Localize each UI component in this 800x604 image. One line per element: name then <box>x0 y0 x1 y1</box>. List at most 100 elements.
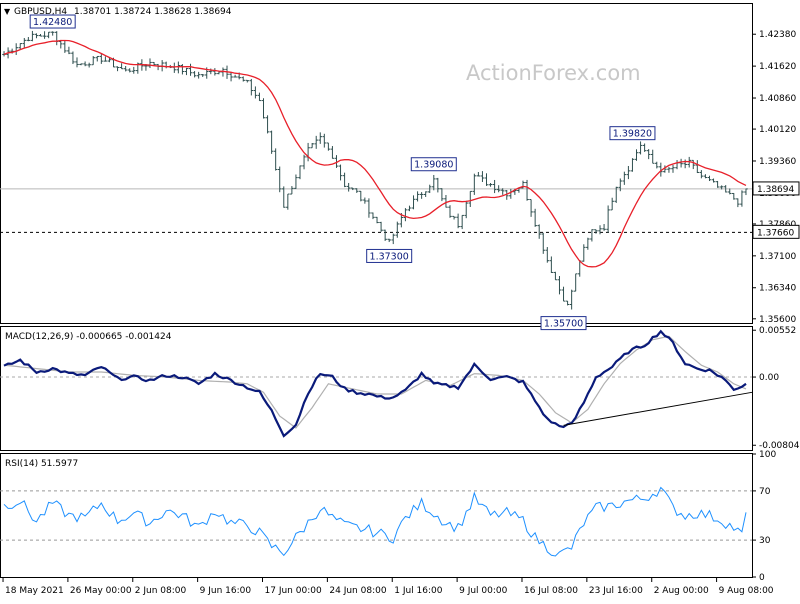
price-bar <box>298 165 302 180</box>
price-bar <box>671 164 675 173</box>
price-bar <box>196 71 201 79</box>
price-axis-tick-label: 1.42380 <box>759 30 796 40</box>
price-bar <box>67 46 71 55</box>
price-bar <box>411 195 416 210</box>
price-bar <box>127 68 132 73</box>
price-bar <box>626 165 631 180</box>
price-bar <box>537 224 542 239</box>
price-bar <box>123 66 128 72</box>
price-bar <box>367 198 371 218</box>
price-bar <box>38 33 43 37</box>
price-bar <box>699 170 704 179</box>
price-axis-tick-label: 1.41620 <box>759 62 796 72</box>
annotation-text: 1.42480 <box>33 17 72 28</box>
price-bar <box>594 229 598 234</box>
price-bar <box>131 66 136 74</box>
price-bar <box>241 76 246 82</box>
price-axis-tick-label: 1.40120 <box>759 125 796 135</box>
price-bar <box>663 165 667 173</box>
price-bar <box>34 33 39 39</box>
rsi-pane-frame <box>0 453 753 578</box>
price-bar <box>525 179 529 201</box>
price-bar <box>375 216 379 224</box>
price-bar <box>188 63 193 76</box>
annotation-box <box>410 157 457 172</box>
price-bar <box>744 188 748 196</box>
price-bar <box>606 205 610 233</box>
price-bar <box>83 61 87 67</box>
price-bar <box>436 177 440 193</box>
price-bar <box>480 171 485 183</box>
price-bar <box>115 66 120 72</box>
price-bar <box>387 238 391 243</box>
price-bar <box>654 161 659 169</box>
main-pane-frame <box>0 3 753 324</box>
price-bar <box>492 179 497 194</box>
watermark: ActionForex.com <box>466 61 641 85</box>
price-bar <box>265 115 270 134</box>
macd-axis-tick-label: 0.00552 <box>759 326 796 336</box>
price-bar <box>176 61 181 74</box>
price-bar <box>75 57 79 68</box>
price-bar <box>464 200 469 219</box>
price-bar <box>456 213 460 229</box>
price-bar <box>229 71 233 82</box>
price-bar <box>659 162 663 177</box>
price-bar <box>286 193 290 210</box>
time-axis-label: 16 Jul 08:00 <box>524 586 578 596</box>
price-annotation: 1.39080 <box>410 157 457 172</box>
price-bar <box>500 188 505 195</box>
price-bar <box>460 214 464 230</box>
price-bar <box>87 62 91 68</box>
price-bar <box>727 188 732 195</box>
price-bar <box>602 224 606 231</box>
price-bar <box>634 149 639 161</box>
price-bar <box>610 197 614 211</box>
macd-pane-frame <box>0 326 753 451</box>
macd-main-line <box>3 329 747 438</box>
annotation-text: 1.37300 <box>370 251 409 262</box>
price-bar <box>245 79 250 83</box>
price-axis-tick-label: 1.35600 <box>759 315 796 325</box>
price-bar <box>569 289 574 310</box>
time-axis-label: 2 Aug 00:00 <box>654 586 709 596</box>
price-bar <box>573 273 578 292</box>
price-bar <box>30 30 35 42</box>
price-bar <box>586 237 590 250</box>
price-bar <box>622 171 627 185</box>
macd-trendline <box>563 391 753 426</box>
rsi-axis-tick-label: 70 <box>759 487 771 497</box>
price-bar <box>103 56 108 62</box>
time-axis-label: 9 Jun 16:00 <box>200 586 252 596</box>
price-bar <box>221 67 225 77</box>
price-bar <box>545 247 550 263</box>
price-bar <box>277 166 282 193</box>
price-bar <box>650 149 655 164</box>
price-bar <box>646 149 651 160</box>
collapse-triangle-icon[interactable]: ▼ <box>4 7 11 16</box>
moving-average-line <box>3 39 747 268</box>
price-bar <box>732 192 736 200</box>
price-bar <box>326 142 331 151</box>
price-bar <box>695 160 700 174</box>
price-bar <box>711 178 716 183</box>
price-bar <box>318 132 323 144</box>
price-annotation: 1.39820 <box>609 126 656 141</box>
price-bar <box>249 78 254 96</box>
price-bar <box>565 300 570 306</box>
price-bar <box>703 174 708 179</box>
price-bar <box>427 184 432 194</box>
price-bar <box>273 148 278 171</box>
main-pane: 1.42480 1.37300 1.39080 1.35700 1.39820 <box>0 14 752 331</box>
price-bar <box>452 215 456 220</box>
price-bar <box>581 244 586 262</box>
price-bar <box>330 146 335 159</box>
price-bar <box>314 135 319 149</box>
price-bar <box>354 188 359 193</box>
annotation-text: 1.35700 <box>544 319 583 330</box>
price-bar <box>590 229 594 242</box>
price-bar <box>95 55 100 62</box>
price-bar <box>91 56 96 66</box>
price-bar <box>723 185 728 193</box>
